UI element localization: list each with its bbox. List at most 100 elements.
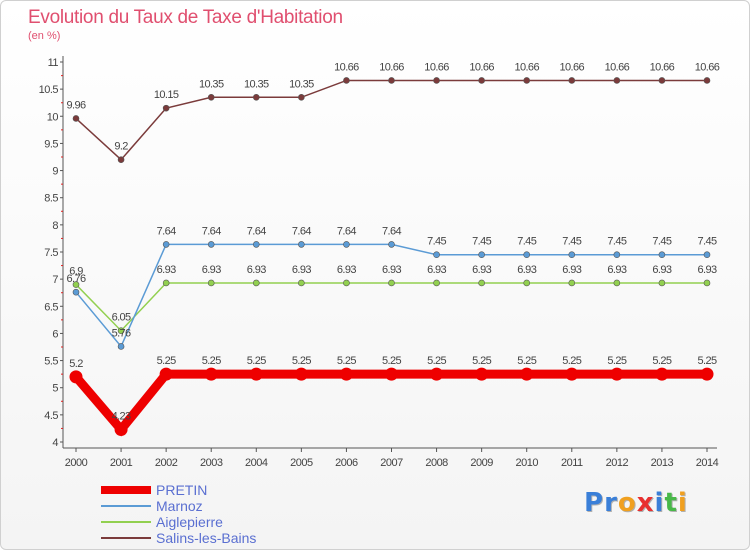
data-label: 10.66 bbox=[650, 61, 675, 73]
data-point bbox=[658, 279, 666, 287]
data-point bbox=[568, 77, 576, 84]
data-point bbox=[343, 279, 350, 287]
data-label: 10.35 bbox=[244, 78, 269, 90]
legend-swatch bbox=[101, 486, 151, 494]
data-label: 5.25 bbox=[652, 355, 671, 367]
y-tick-label: 6 bbox=[52, 328, 58, 340]
data-point bbox=[388, 279, 395, 287]
data-point bbox=[700, 367, 714, 381]
data-label: 10.66 bbox=[379, 61, 404, 73]
data-label: 7.45 bbox=[697, 236, 716, 248]
data-point bbox=[298, 279, 305, 287]
data-point bbox=[433, 251, 440, 259]
chart-labels-layer: 9.96 9.2 10.15 10.35 10.35 10.35 10.66 10.66 10.… bbox=[66, 61, 720, 422]
y-tick-label: 8 bbox=[52, 220, 58, 232]
data-label: 10.66 bbox=[695, 61, 720, 73]
data-point bbox=[252, 93, 260, 101]
data-label: 5.25 bbox=[427, 355, 446, 367]
data-label: 10.66 bbox=[514, 61, 539, 73]
data-label: 10.66 bbox=[334, 61, 359, 73]
data-label: 7.64 bbox=[202, 225, 221, 237]
data-label: 7.45 bbox=[427, 236, 446, 248]
data-point bbox=[114, 423, 128, 437]
data-label: 6.93 bbox=[247, 264, 266, 276]
data-point bbox=[252, 241, 260, 248]
legend-swatch bbox=[101, 521, 151, 523]
x-tick-label: 2001 bbox=[110, 457, 133, 469]
data-point bbox=[478, 77, 485, 84]
data-label: 9.2 bbox=[114, 141, 128, 153]
data-point bbox=[433, 279, 440, 287]
logo-letter: x bbox=[636, 488, 655, 518]
y-tick-label: 9.5 bbox=[44, 138, 58, 150]
legend-label: Aiglepierre bbox=[156, 514, 223, 530]
x-tick-label: 2011 bbox=[561, 457, 583, 469]
data-point bbox=[117, 343, 125, 350]
data-label: 7.45 bbox=[517, 236, 536, 248]
data-label: 10.66 bbox=[605, 61, 630, 73]
data-point bbox=[610, 367, 624, 381]
data-point bbox=[298, 93, 305, 101]
data-label: 5.25 bbox=[472, 355, 491, 367]
data-label: 7.64 bbox=[337, 225, 356, 237]
data-label: 10.35 bbox=[199, 78, 224, 90]
data-label: 6.93 bbox=[157, 264, 176, 276]
data-point bbox=[117, 156, 125, 164]
data-label: 6.93 bbox=[427, 264, 446, 276]
x-tick-label: 2005 bbox=[290, 457, 313, 469]
data-point bbox=[159, 367, 173, 381]
data-label: 5.25 bbox=[247, 355, 266, 367]
data-label: 5.2 bbox=[69, 358, 83, 370]
data-label: 7.45 bbox=[472, 236, 491, 248]
data-label: 7.64 bbox=[157, 225, 176, 237]
data-point bbox=[207, 241, 215, 248]
data-point bbox=[703, 279, 711, 287]
data-point bbox=[343, 77, 350, 84]
logo-letter: o bbox=[617, 488, 637, 518]
x-tick-label: 2014 bbox=[696, 457, 719, 469]
y-tick-label: 7.5 bbox=[44, 247, 58, 259]
data-point bbox=[433, 77, 440, 84]
data-point bbox=[162, 241, 170, 248]
x-tick-label: 2004 bbox=[245, 457, 268, 469]
y-tick-label: 4.5 bbox=[44, 410, 58, 422]
series-line-marnoz bbox=[75, 243, 707, 348]
data-point bbox=[613, 279, 621, 287]
data-point bbox=[69, 370, 83, 384]
data-label: 6.93 bbox=[652, 264, 671, 276]
data-label: 7.64 bbox=[292, 225, 311, 237]
data-point bbox=[162, 279, 170, 287]
data-label: 6.93 bbox=[562, 264, 581, 276]
data-label: 5.25 bbox=[157, 355, 176, 367]
data-label: 5.25 bbox=[517, 355, 536, 367]
y-tick-label: 5 bbox=[52, 383, 58, 395]
data-point bbox=[658, 77, 666, 84]
data-point bbox=[523, 279, 531, 287]
x-tick-label: 2000 bbox=[65, 457, 88, 469]
legend-label: Salins-les-Bains bbox=[156, 530, 257, 546]
data-point bbox=[703, 77, 711, 84]
data-label: 5.25 bbox=[202, 355, 221, 367]
legend-swatch bbox=[101, 505, 151, 507]
data-label: 6.93 bbox=[292, 264, 311, 276]
y-tick-label: 10 bbox=[47, 111, 59, 123]
data-label: 7.45 bbox=[652, 236, 671, 248]
data-point bbox=[568, 279, 576, 287]
data-point bbox=[520, 367, 534, 381]
data-point bbox=[475, 367, 489, 381]
data-label: 10.66 bbox=[560, 61, 585, 73]
logo-letter: P bbox=[584, 488, 605, 518]
data-label: 5.76 bbox=[112, 327, 131, 339]
data-label: 7.45 bbox=[607, 236, 626, 248]
data-point bbox=[478, 279, 485, 287]
data-point bbox=[162, 104, 170, 112]
data-label: 10.66 bbox=[469, 61, 494, 73]
data-label: 10.35 bbox=[289, 78, 314, 90]
data-point bbox=[568, 251, 576, 259]
y-tick-label: 5.5 bbox=[44, 356, 58, 368]
data-point bbox=[343, 241, 350, 248]
logo-letter: i bbox=[654, 488, 665, 518]
data-point bbox=[703, 251, 711, 259]
y-tick-label: 10.5 bbox=[39, 84, 59, 96]
x-tick-label: 2010 bbox=[515, 457, 538, 469]
